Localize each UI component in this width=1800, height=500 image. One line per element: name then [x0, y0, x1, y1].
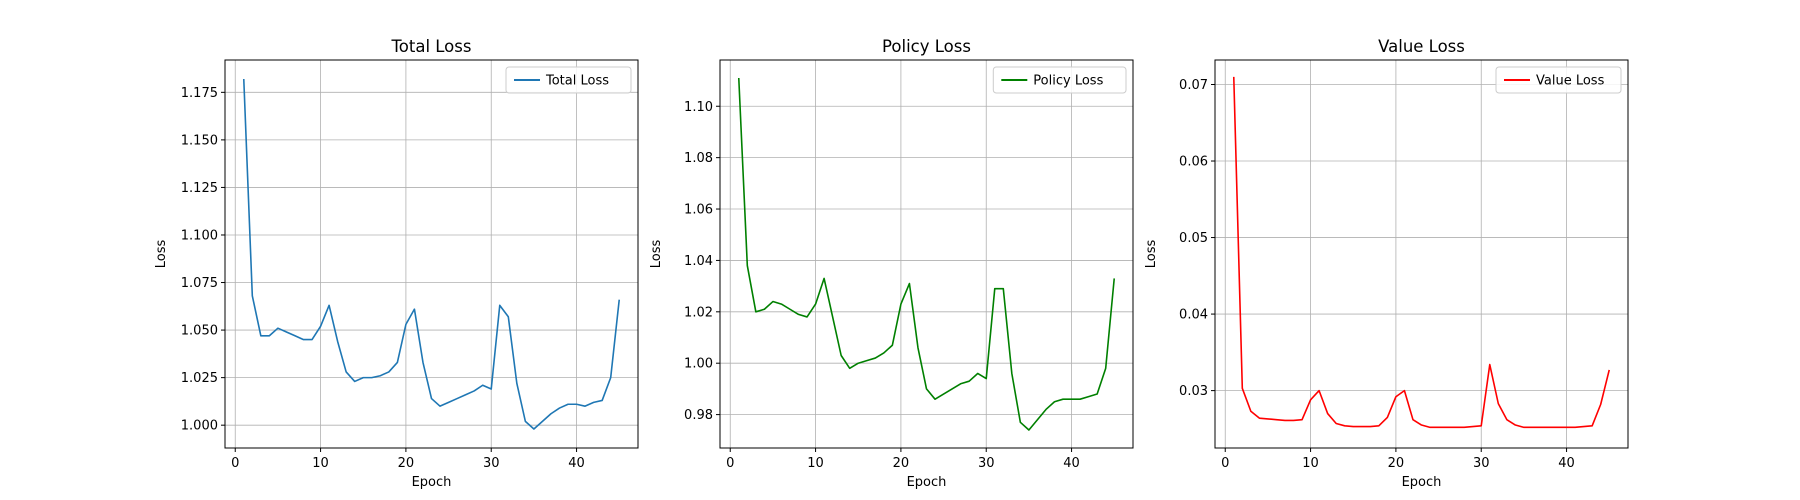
- y-tick-label: 0.04: [1179, 308, 1208, 323]
- x-tick-label: 0: [726, 456, 734, 471]
- x-tick-label: 20: [398, 456, 415, 471]
- x-axis-label: Epoch: [1402, 475, 1442, 490]
- y-tick-label: 1.075: [181, 276, 218, 291]
- legend-box: [505, 66, 632, 94]
- x-tick-label: 40: [1558, 456, 1575, 471]
- y-axis-label: Loss: [154, 240, 169, 269]
- series-line-policy-loss: [737, 77, 1116, 431]
- series-line-value-loss: [1232, 76, 1611, 429]
- y-tick-label: 1.100: [181, 228, 218, 243]
- plot-frame: [1214, 59, 1629, 449]
- chart-panel-1: 0 10 20 30 40 1.000 1.025 1.050 1.075 1.100 1.125 1…: [154, 37, 639, 490]
- y-tick-label: 1.00: [684, 357, 713, 372]
- x-tick-label: 10: [1302, 456, 1319, 471]
- y-tick-label: 1.10: [684, 100, 713, 115]
- chart-panel-2: 0 10 20 30 40 0.98 1.00 1.02 1.04 1.06 1.08 1.10 Pol…: [649, 37, 1134, 490]
- y-tick-label: 1.175: [181, 86, 218, 101]
- chart-title: Value Loss: [1378, 37, 1465, 56]
- y-tick-label: 0.05: [1179, 231, 1208, 246]
- y-tick-label: 1.02: [684, 305, 713, 320]
- y-tick-label: 1.08: [684, 151, 713, 166]
- y-tick-label: 0.07: [1179, 78, 1208, 93]
- y-tick-label: 1.025: [181, 371, 218, 386]
- y-tick-label: 1.150: [181, 133, 218, 148]
- y-tick-label: 1.125: [181, 181, 218, 196]
- chart-title: Total Loss: [391, 37, 472, 56]
- legend-label: Total Loss: [545, 74, 609, 89]
- x-tick-label: 40: [568, 456, 585, 471]
- legend-box: [1495, 66, 1622, 94]
- legend-label: Value Loss: [1536, 74, 1605, 89]
- x-tick-label: 10: [807, 456, 824, 471]
- legend: Policy Loss: [992, 66, 1127, 94]
- plot-frame: [719, 59, 1134, 449]
- y-tick-label: 1.050: [181, 324, 218, 339]
- legend-label: Policy Loss: [1033, 74, 1103, 89]
- x-tick-label: 10: [312, 456, 329, 471]
- x-tick-label: 30: [1473, 456, 1490, 471]
- legend-box: [992, 66, 1127, 94]
- legend: Value Loss: [1495, 66, 1622, 94]
- chart-panel-3: 0 10 20 30 40 0.03 0.04 0.05 0.06 0.07 Value Loss E…: [1144, 37, 1629, 490]
- x-tick-label: 0: [1221, 456, 1229, 471]
- x-tick-label: 40: [1063, 456, 1080, 471]
- y-tick-label: 0.06: [1179, 155, 1208, 170]
- chart-title: Policy Loss: [882, 37, 971, 56]
- y-tick-label: 1.06: [684, 203, 713, 218]
- legend: Total Loss: [505, 66, 632, 94]
- x-tick-label: 20: [893, 456, 910, 471]
- series-line-total-loss: [242, 78, 621, 430]
- x-tick-label: 20: [1388, 456, 1405, 471]
- y-tick-label: 1.04: [684, 254, 713, 269]
- x-axis-label: Epoch: [907, 475, 947, 490]
- y-tick-label: 0.98: [684, 408, 713, 423]
- plot-frame: [224, 59, 639, 449]
- x-tick-label: 0: [231, 456, 239, 471]
- x-tick-label: 30: [978, 456, 995, 471]
- x-tick-label: 30: [483, 456, 500, 471]
- y-axis-label: Loss: [649, 240, 664, 269]
- x-axis-label: Epoch: [412, 475, 452, 490]
- y-tick-label: 1.000: [181, 419, 218, 434]
- y-tick-label: 0.03: [1179, 384, 1208, 399]
- y-axis-label: Loss: [1144, 240, 1159, 269]
